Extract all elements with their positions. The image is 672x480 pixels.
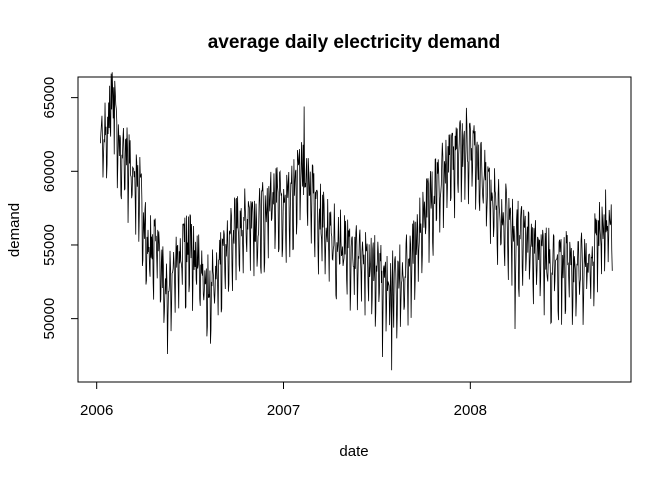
x-tick-label: 2008	[454, 402, 487, 419]
y-tick-label: 55000	[41, 224, 58, 266]
y-tick-label: 65000	[41, 77, 58, 119]
demand-series-line	[100, 72, 613, 371]
x-tick-label: 2007	[267, 402, 300, 419]
y-tick-label: 50000	[41, 298, 58, 340]
y-tick-label: 60000	[41, 150, 58, 192]
plot-frame	[77, 76, 632, 383]
x-axis-label: date	[339, 443, 368, 460]
y-axis-label: demand	[6, 203, 23, 257]
y-axis: 50000 55000 60000 65000	[41, 77, 79, 340]
x-tick-label: 2006	[80, 402, 113, 419]
x-axis: 2006 2007 2008	[80, 381, 487, 419]
chart-title: average daily electricity demand	[208, 32, 501, 53]
